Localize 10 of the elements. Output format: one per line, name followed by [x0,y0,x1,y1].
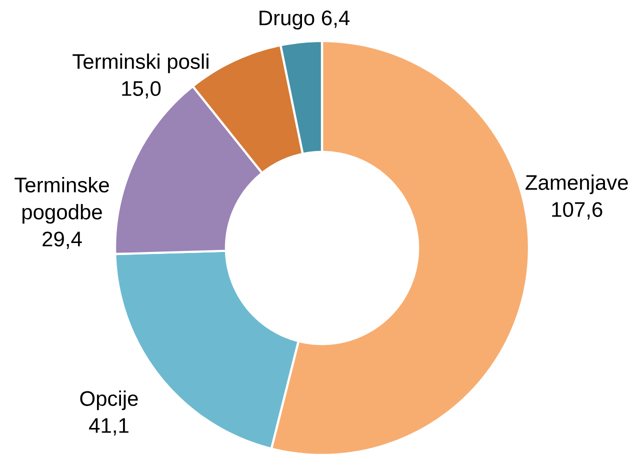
data-label: 6,4 [322,10,350,28]
data-label: 41,1 [89,418,128,436]
data-label: 107,6 [552,202,602,220]
data-label: 29,4 [42,232,82,249]
slice-label: Terminske pogodbe [14,177,109,224]
slice-label: Opcije [80,390,138,410]
slice-label: Zamenjave [526,174,628,194]
slice-label: Drugo [260,10,314,30]
data-label: 15,0 [122,81,161,98]
slice-label: Terminski posli [72,54,208,74]
